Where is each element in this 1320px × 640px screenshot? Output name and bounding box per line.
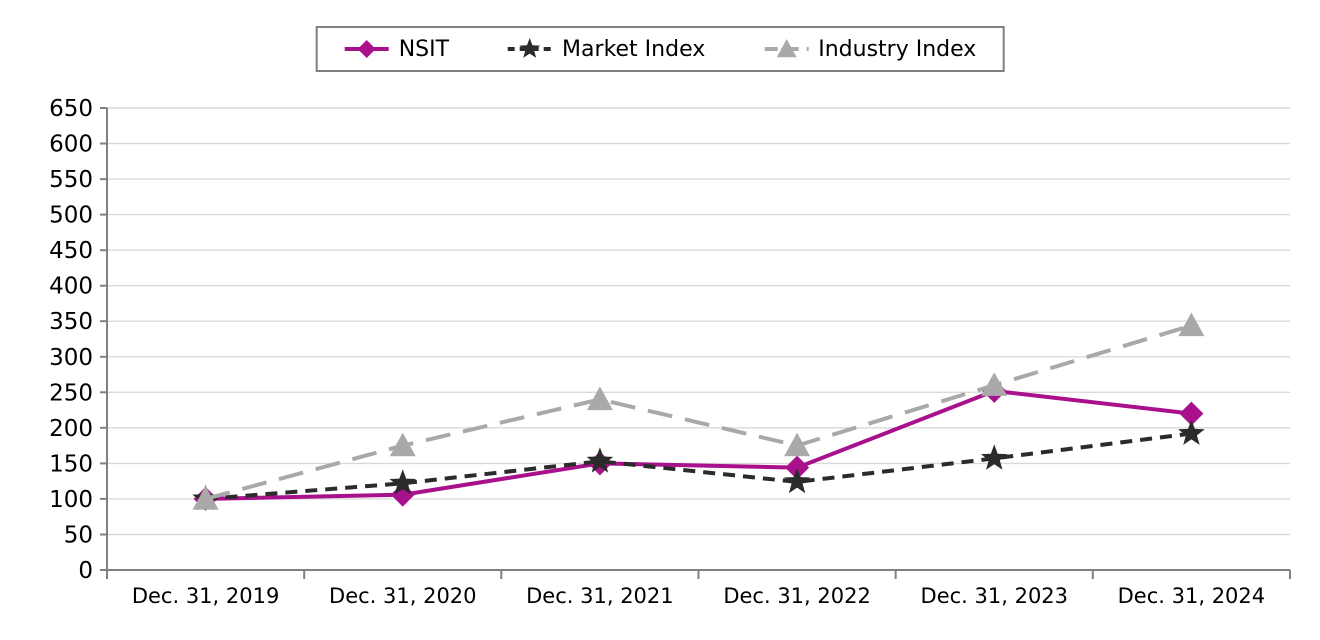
triangle-marker bbox=[192, 485, 219, 510]
legend-label-industry-index: Industry Index bbox=[818, 36, 977, 62]
x-axis-category-label: Dec. 31, 2024 bbox=[1118, 584, 1266, 608]
y-axis-tick-label: 0 bbox=[78, 558, 93, 584]
x-axis-category-label: Dec. 31, 2023 bbox=[921, 584, 1069, 608]
series-line bbox=[205, 323, 1192, 501]
diamond-marker bbox=[785, 455, 810, 480]
legend-item-industry-index: Industry Index bbox=[763, 36, 976, 62]
legend-item-nsit: NSIT bbox=[344, 36, 449, 62]
y-axis-tick-label: 500 bbox=[49, 203, 93, 229]
industry-index-series-marker-icon bbox=[764, 39, 809, 58]
market-index-series-marker-icon bbox=[508, 38, 553, 58]
y-axis-tick-label: 300 bbox=[49, 345, 93, 371]
y-axis-tick-label: 50 bbox=[64, 523, 93, 549]
star-marker bbox=[980, 444, 1008, 470]
series-line bbox=[205, 388, 1192, 501]
star-marker bbox=[389, 469, 417, 495]
diamond-marker bbox=[1179, 401, 1204, 426]
triangle-marker bbox=[586, 386, 613, 411]
y-axis-tick-label: 600 bbox=[49, 132, 93, 158]
series-industry-index bbox=[192, 312, 1205, 510]
x-axis-category-label: Dec. 31, 2019 bbox=[132, 584, 280, 608]
y-axis-tick-label: 100 bbox=[49, 487, 93, 513]
y-axis-tick-label: 550 bbox=[49, 167, 93, 193]
y-axis-tick-label: 650 bbox=[49, 96, 93, 122]
legend-item-market-index: Market Index bbox=[507, 36, 705, 62]
nsit-series-marker-icon bbox=[344, 40, 389, 58]
y-axis-tick-label: 200 bbox=[49, 416, 93, 442]
series-nsit bbox=[193, 378, 1204, 511]
series-line bbox=[205, 431, 1192, 501]
x-axis-category-label: Dec. 31, 2020 bbox=[329, 584, 477, 608]
triangle-marker bbox=[1178, 312, 1205, 337]
y-axis-tick-label: 400 bbox=[49, 274, 93, 300]
x-axis-category-label: Dec. 31, 2021 bbox=[526, 584, 674, 608]
y-axis-tick-label: 450 bbox=[49, 238, 93, 264]
y-axis-tick-label: 250 bbox=[49, 380, 93, 406]
triangle-marker bbox=[389, 432, 416, 457]
star-marker bbox=[783, 467, 811, 494]
star-marker bbox=[586, 447, 614, 473]
x-axis-category-label: Dec. 31, 2022 bbox=[723, 584, 871, 608]
chart-legend: NSIT Market Index Industry Index bbox=[315, 26, 1005, 72]
y-axis-tick-label: 150 bbox=[49, 451, 93, 477]
legend-label-nsit: NSIT bbox=[398, 36, 450, 62]
triangle-marker bbox=[981, 372, 1008, 396]
y-axis-tick-label: 350 bbox=[49, 309, 93, 335]
triangle-marker bbox=[784, 432, 811, 457]
star-marker bbox=[1178, 419, 1205, 445]
legend-label-market-index: Market Index bbox=[562, 36, 706, 62]
